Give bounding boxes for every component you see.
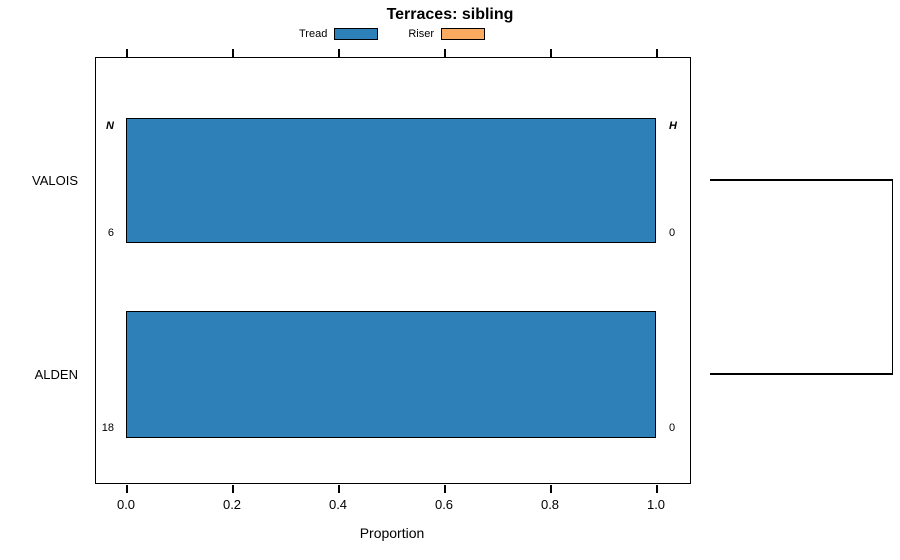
x-tick-top [550, 48, 552, 57]
annotation-n-value: 18 [101, 422, 114, 434]
y-category-label: ALDEN [34, 366, 78, 382]
annotation-n-value: 6 [107, 227, 114, 239]
annotation-h-header: H [669, 120, 677, 132]
x-tick-top [338, 48, 340, 57]
bracket-top-line [710, 179, 893, 181]
bracket-right-line [891, 179, 893, 374]
x-tick-bottom [444, 484, 446, 493]
legend-swatch-tread [334, 28, 379, 40]
bracket-bottom-line [710, 373, 893, 375]
x-tick-label: 0.4 [328, 497, 348, 512]
plot-area: 0.0 0.2 0.4 0.6 0.8 1.0 VALOIS N 6 H 0 ALDEN 18 0 [32, 48, 691, 512]
x-tick-top [232, 48, 234, 57]
x-tick-label: 0.6 [434, 497, 454, 512]
x-tick-bottom [550, 484, 552, 493]
annotation-h-value: 0 [669, 227, 676, 239]
x-tick-label: 1.0 [646, 497, 666, 512]
legend-swatch-riser [441, 28, 485, 40]
x-tick-label: 0.2 [222, 497, 242, 512]
legend-label: Tread [299, 28, 328, 40]
annotation-n-header: N [106, 120, 114, 132]
annotation-h-value: 0 [669, 422, 676, 434]
x-tick-top [656, 48, 658, 57]
legend-item-tread: Tread [299, 28, 379, 40]
x-tick-label: 0.8 [540, 497, 560, 512]
x-axis-label: Proportion [359, 525, 425, 541]
x-tick-bottom [656, 484, 658, 493]
bar-tread-alden [126, 311, 656, 438]
legend-label: Riser [408, 28, 434, 40]
chart-title: Terraces: sibling [386, 6, 514, 23]
x-tick-top [126, 48, 128, 57]
x-tick-bottom [232, 484, 234, 493]
x-tick-top [444, 48, 446, 57]
y-category-label: VALOIS [31, 172, 78, 188]
x-tick-label: 0.0 [116, 497, 136, 512]
x-tick-bottom [126, 484, 128, 493]
x-tick-bottom [338, 484, 340, 493]
legend-item-riser: Riser [408, 28, 485, 40]
legend: Tread Riser [95, 26, 689, 42]
bar-tread-valois [126, 118, 656, 243]
